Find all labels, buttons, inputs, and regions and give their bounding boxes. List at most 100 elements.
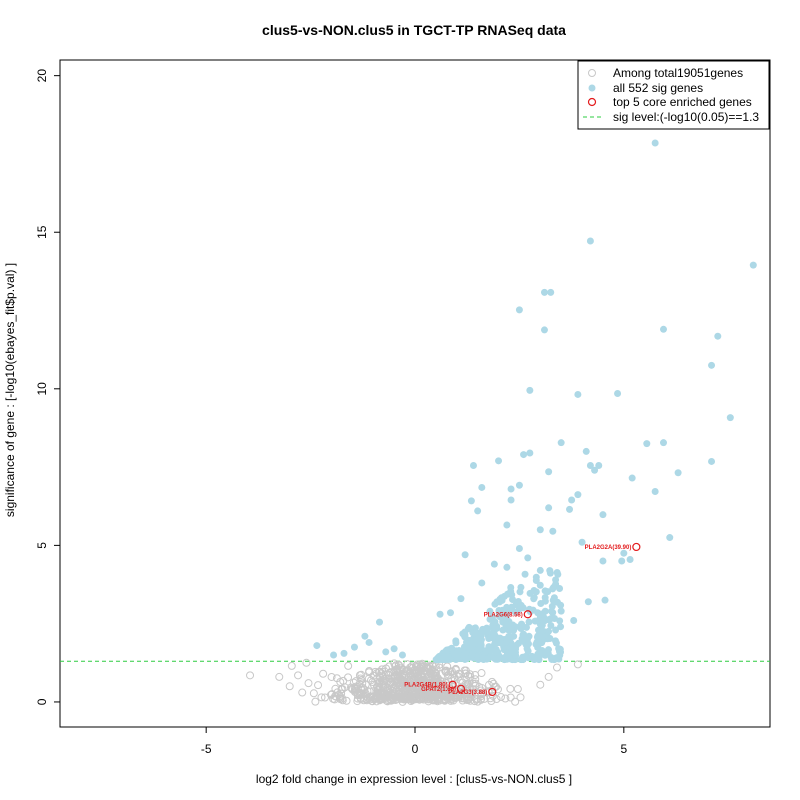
sig-point — [536, 566, 544, 574]
background-point — [501, 694, 510, 703]
sig-point — [536, 526, 544, 534]
sig-point — [643, 440, 651, 448]
background-point — [389, 691, 398, 700]
sig-point — [574, 491, 582, 499]
sig-point — [507, 496, 515, 504]
background-point — [466, 688, 475, 697]
sig-point — [536, 628, 544, 636]
background-point — [573, 660, 582, 669]
sig-point — [553, 568, 561, 576]
enriched-point — [456, 684, 466, 693]
sig-point — [504, 590, 512, 598]
sig-point — [535, 650, 543, 658]
sig-point — [515, 605, 523, 613]
sig-point — [499, 618, 507, 626]
sig-point — [535, 656, 543, 664]
background-point — [346, 683, 355, 692]
sig-point — [532, 588, 540, 596]
background-point — [416, 664, 425, 673]
sig-point — [545, 627, 553, 635]
background-point — [497, 693, 506, 702]
sig-point — [515, 481, 523, 489]
sig-point — [552, 626, 560, 634]
background-point — [419, 693, 428, 702]
sig-point — [586, 462, 594, 470]
sig-point — [547, 622, 555, 630]
sig-point — [447, 609, 454, 617]
background-point — [417, 661, 426, 670]
background-point — [469, 679, 478, 688]
sig-point — [340, 649, 348, 657]
background-point — [465, 670, 474, 679]
background-point — [285, 682, 294, 691]
sig-point — [628, 474, 636, 482]
sig-point — [452, 639, 460, 647]
background-point — [410, 693, 419, 702]
sig-point — [582, 447, 590, 455]
sig-point — [499, 626, 507, 634]
sig-point — [538, 639, 546, 647]
background-point — [488, 677, 497, 686]
sig-point — [532, 640, 540, 648]
sig-point — [526, 449, 534, 457]
sig-point — [350, 643, 358, 651]
background-point — [319, 669, 328, 678]
sig-point — [460, 652, 468, 660]
sig-point — [519, 631, 527, 639]
background-point — [423, 692, 432, 701]
sig-point — [436, 610, 444, 618]
background-point — [463, 680, 472, 689]
sig-point — [485, 635, 493, 643]
background-point — [374, 678, 383, 687]
background-point — [430, 677, 439, 686]
enriched-point — [632, 542, 641, 552]
sig-point — [550, 583, 558, 591]
legend-enriched: top 5 core enriched genes — [613, 95, 752, 109]
sig-point — [555, 645, 563, 653]
enriched-label: PLA2G6(8.58) — [484, 612, 523, 618]
background-genes — [246, 658, 582, 706]
background-point — [404, 672, 413, 681]
background-point — [309, 689, 318, 698]
sig-point — [498, 596, 506, 604]
sig-point — [520, 451, 528, 459]
sig-point — [529, 606, 537, 614]
background-point — [417, 670, 426, 679]
sig-point — [508, 605, 516, 613]
sig-point — [568, 496, 576, 504]
sig-point — [376, 618, 383, 626]
background-point — [327, 672, 336, 681]
sig-point — [708, 457, 716, 465]
background-point — [385, 680, 394, 689]
plot-frame — [59, 59, 771, 728]
sig-point — [479, 654, 487, 662]
enriched-label: PLA2G3(3.88) — [448, 690, 487, 696]
background-point — [443, 662, 452, 671]
sig-point — [457, 595, 465, 603]
sig-point — [540, 326, 548, 334]
sig-point — [514, 597, 522, 605]
sig-point — [313, 642, 321, 650]
background-point — [428, 687, 437, 696]
sig-point — [538, 621, 546, 629]
background-point — [377, 669, 386, 678]
sig-point — [541, 597, 549, 605]
axes: -5 0 5 0 5 10 15 20 — [35, 69, 627, 756]
sig-point — [626, 555, 634, 563]
background-point — [393, 664, 402, 673]
sig-point — [521, 570, 529, 578]
background-point — [342, 696, 351, 705]
sig-point — [549, 609, 557, 617]
y-tick-label: 20 — [35, 69, 49, 83]
x-tick-label: 0 — [412, 742, 419, 756]
background-point — [336, 695, 345, 704]
enriched-point — [448, 680, 457, 689]
background-point — [473, 697, 482, 706]
sig-point — [552, 639, 560, 647]
top-enriched-genes: PLA2G2A(39.90) PLA2G6(8.58) PLA2G4B(1.80)G… — [404, 542, 641, 697]
enriched-label: PLA2G2A(39.90) — [585, 545, 632, 551]
sig-point — [544, 588, 552, 596]
sig-point — [546, 634, 554, 642]
legend-siglevel: sig level:(-log10(0.05)==1.3 — [613, 110, 759, 124]
sig-point — [515, 545, 523, 553]
